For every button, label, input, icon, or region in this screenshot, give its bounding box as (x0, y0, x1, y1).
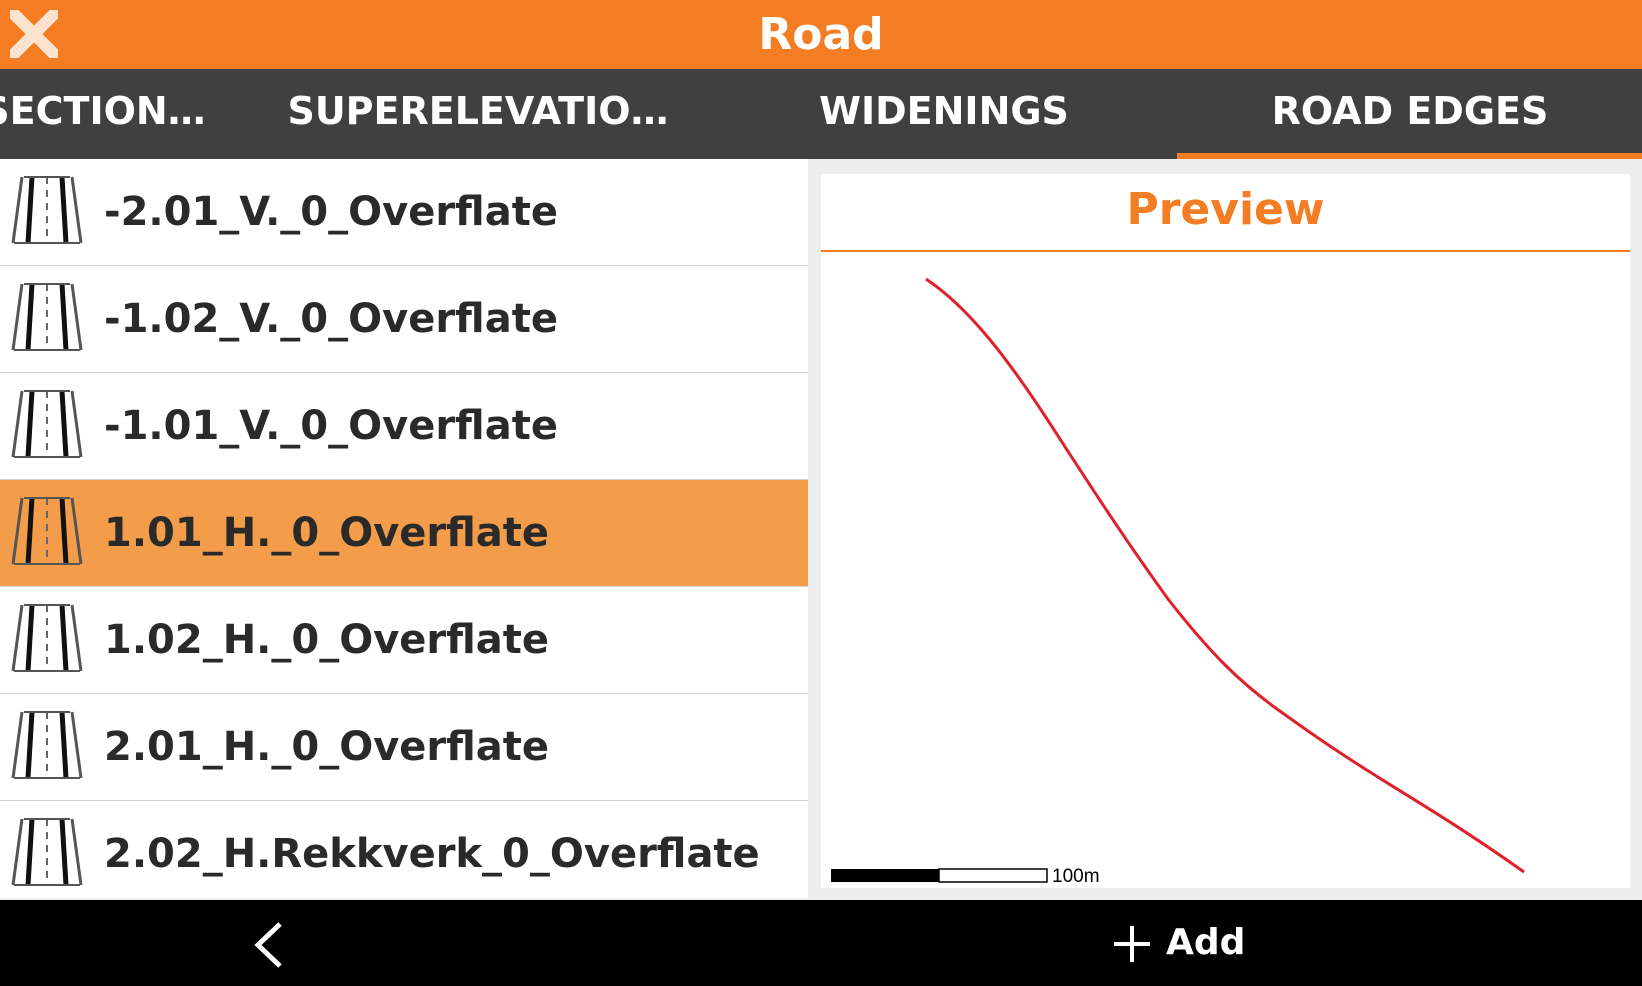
road-icon (10, 389, 84, 459)
item-label: 1.01_H._0_Overflate (104, 510, 550, 556)
preview-canvas: 100m (831, 277, 1525, 887)
item-label: -2.01_V._0_Overflate (104, 189, 558, 235)
tab[interactable]: SUPERELEVATIO… (287, 89, 669, 133)
list-item[interactable]: -1.01_V._0_Overflate (0, 373, 808, 480)
item-label: -1.02_V._0_Overflate (104, 296, 558, 342)
scale-label: 100m (1052, 866, 1100, 887)
list-item[interactable]: 2.02_H.Rekkverk_0_Overflate (0, 801, 808, 908)
road-icon (10, 710, 84, 780)
item-label: 1.02_H._0_Overflate (104, 617, 550, 663)
item-label: 2.01_H._0_Overflate (104, 724, 550, 770)
list-item[interactable]: 2.01_H._0_Overflate (0, 694, 808, 801)
road-edge-list: -2.01_V._0_Overflate -1.02_V._0_Overflate… (0, 159, 808, 908)
add-icon[interactable] (1112, 924, 1152, 964)
road-icon (10, 603, 84, 673)
tab[interactable]: ROAD EDGES (1271, 89, 1549, 133)
list-item[interactable]: 1.01_H._0_Overflate (0, 480, 808, 587)
app-logo[interactable] (10, 10, 58, 58)
item-label: -1.01_V._0_Overflate (104, 403, 558, 449)
road-icon (10, 496, 84, 566)
tab[interactable]: WIDENINGS (819, 89, 1069, 133)
preview-title: Preview (821, 174, 1630, 252)
item-label: 2.02_H.Rekkverk_0_Overflate (104, 831, 760, 877)
tab-bar: SECTION… SUPERELEVATIO… WIDENINGS ROAD E… (0, 69, 1642, 159)
tab[interactable]: SECTION… (0, 89, 206, 133)
scale-bar (831, 869, 939, 882)
list-item[interactable]: 1.02_H._0_Overflate (0, 587, 808, 694)
road-icon (10, 282, 84, 352)
road-icon (10, 175, 84, 245)
app-bar: Road (0, 0, 1642, 69)
bottom-bar: Add (0, 900, 1642, 986)
road-icon (10, 817, 84, 887)
app-title: Road (758, 9, 884, 60)
active-tab-indicator (1177, 153, 1642, 159)
add-button[interactable]: Add (1166, 922, 1246, 963)
back-button[interactable] (250, 920, 290, 970)
list-item[interactable]: -1.02_V._0_Overflate (0, 266, 808, 373)
scale-bar (938, 868, 1048, 883)
list-item[interactable]: -2.01_V._0_Overflate (0, 159, 808, 266)
road-edge-line (925, 277, 1525, 874)
preview-panel: Preview 100m (821, 174, 1630, 888)
